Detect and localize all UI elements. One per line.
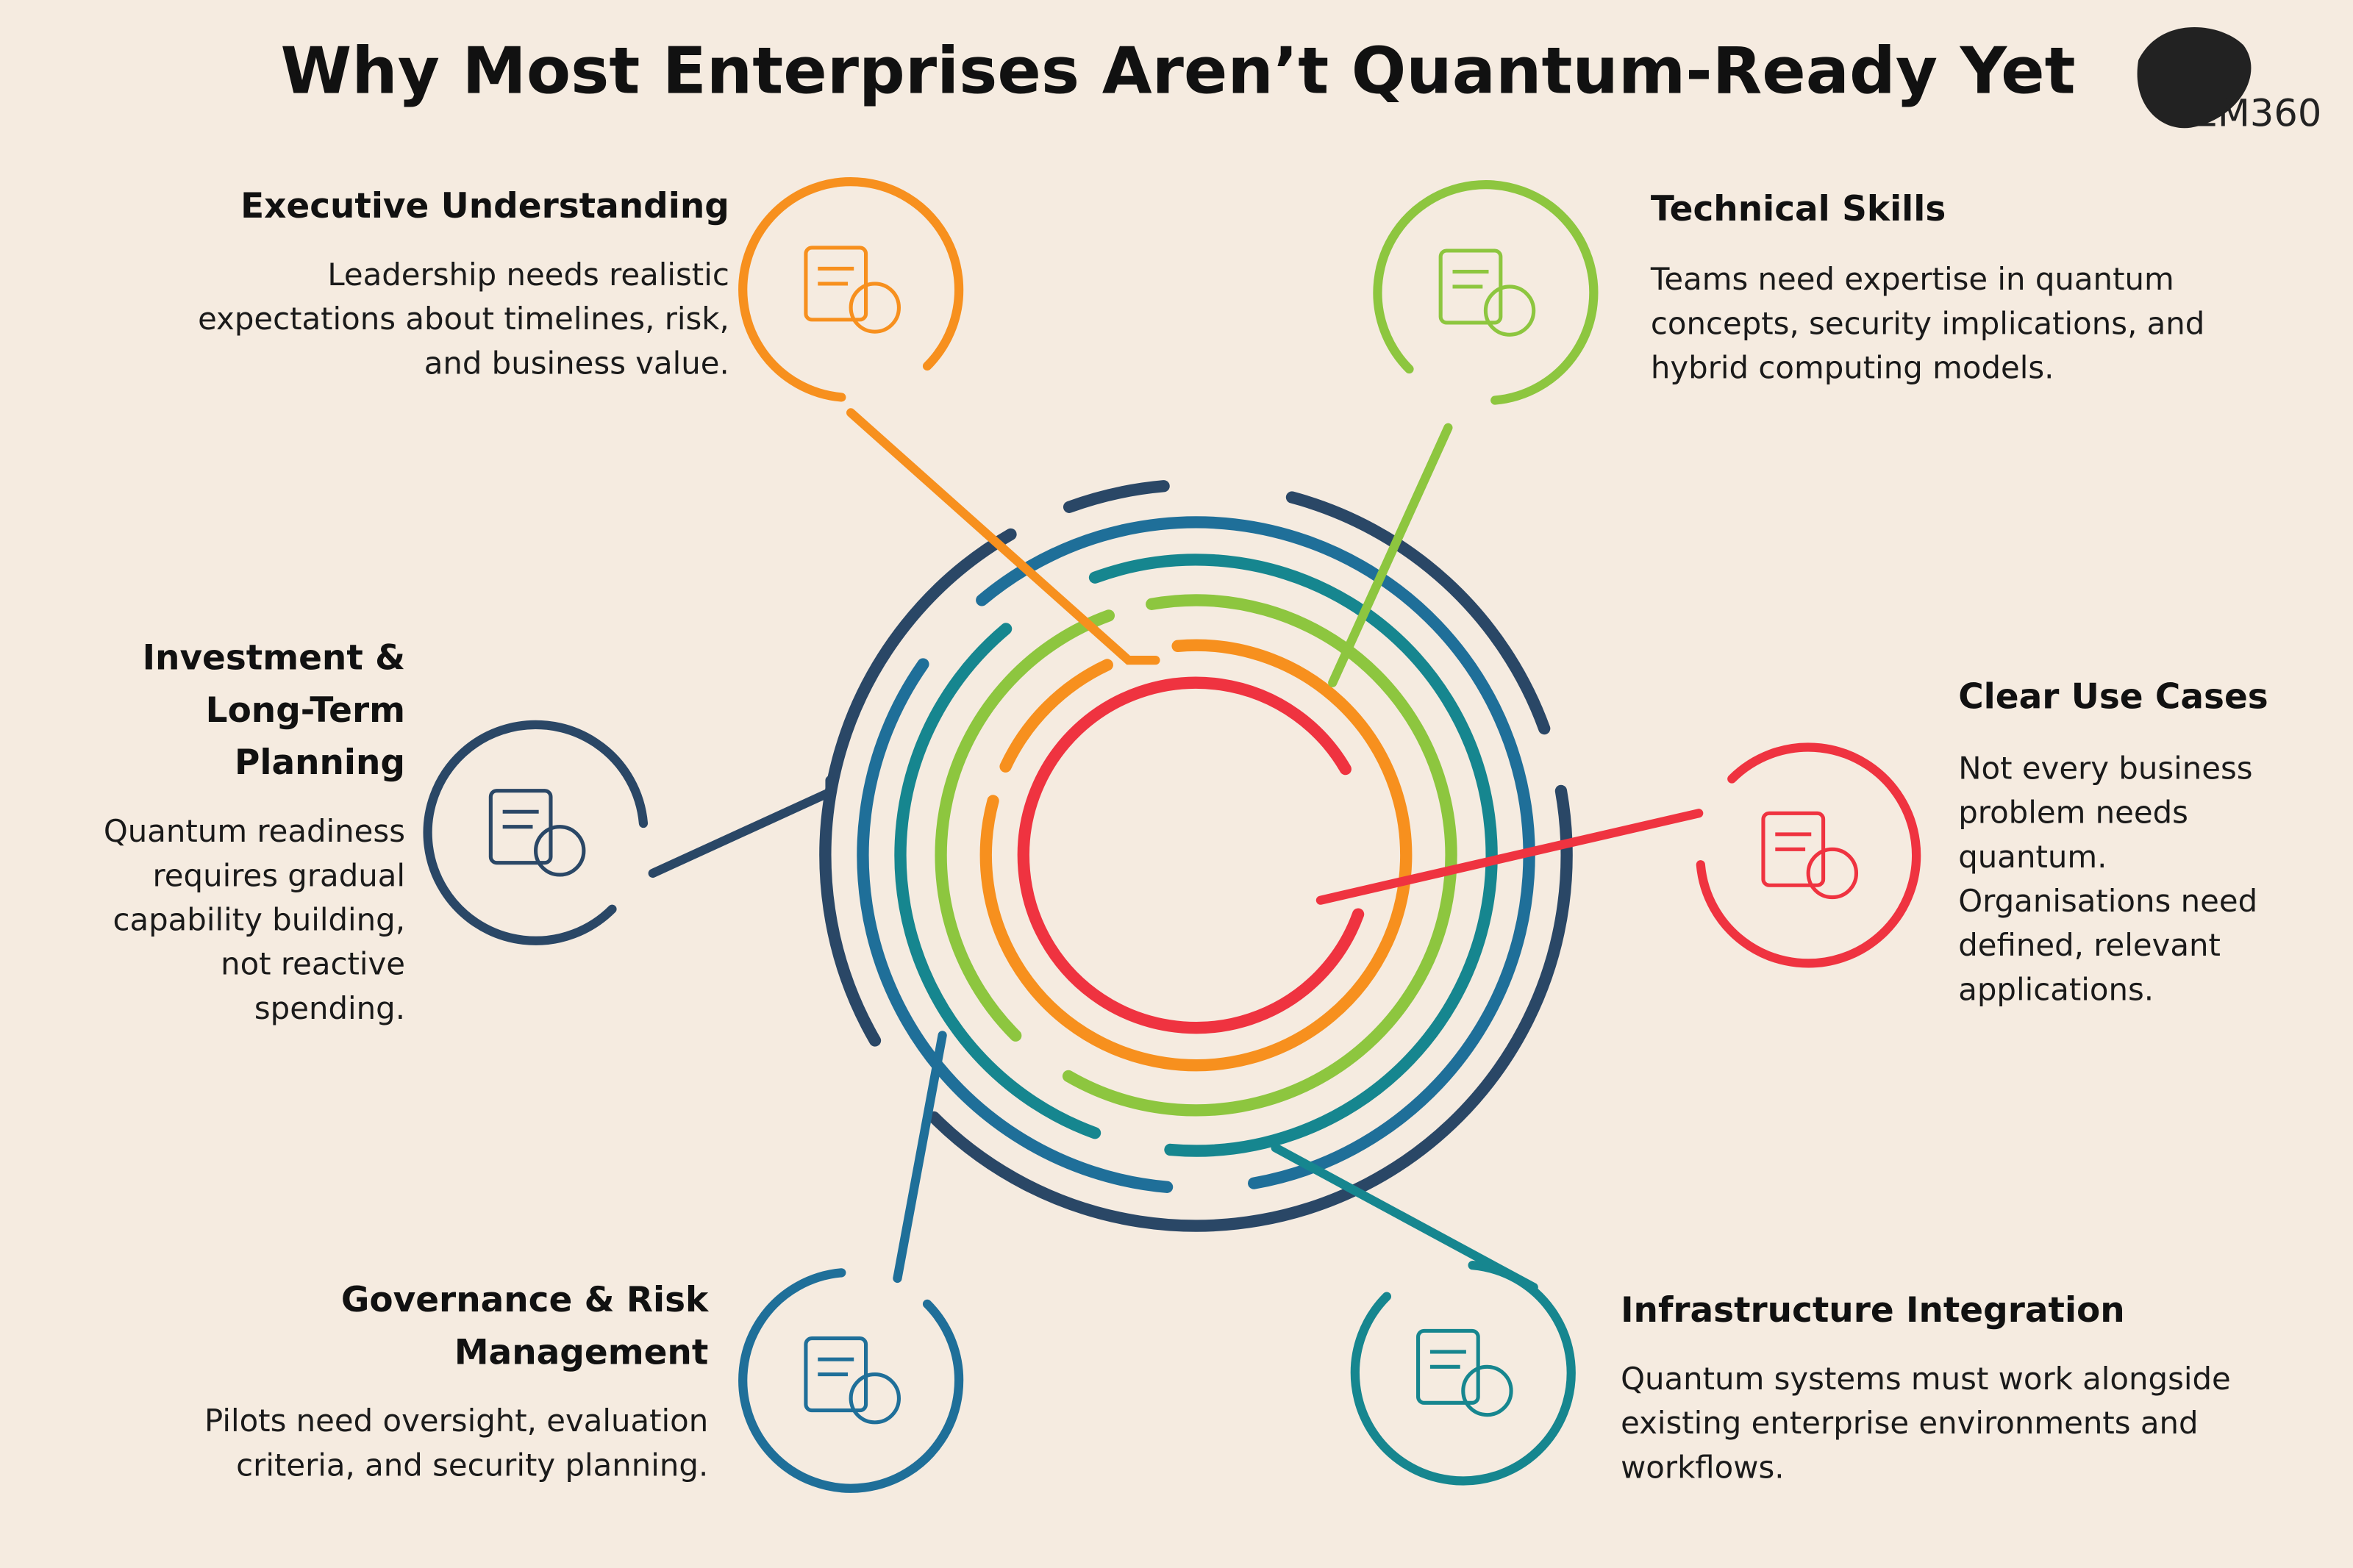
icon-shape	[1483, 284, 1536, 337]
connector	[1315, 809, 1704, 905]
icon	[804, 1336, 901, 1425]
ring-arc	[935, 609, 1115, 1042]
logo-text: EM360	[2194, 93, 2322, 136]
item-body: quantum.	[1958, 839, 2107, 875]
callout: Infrastructure Integration Quantum system…	[1271, 1143, 2231, 1486]
title: Why Most Enterprises Aren’t Quantum-Read…	[281, 34, 2076, 109]
ring-arc	[1062, 594, 1457, 1117]
icon-shape	[849, 1372, 901, 1425]
item-body: Not every business	[1958, 750, 2252, 786]
item-title: Technical Skills	[1651, 189, 1946, 229]
connector	[648, 776, 835, 878]
connector	[893, 1031, 947, 1284]
item-body: Pilots need oversight, evaluation	[204, 1403, 708, 1439]
callout-ring	[423, 720, 649, 945]
item-title: Executive Understanding	[240, 186, 729, 226]
callout: Executive Understanding Leadership needs …	[198, 177, 1160, 665]
ring-arc	[979, 639, 1413, 1072]
ring-arc	[894, 623, 1101, 1139]
item-body: capability building,	[113, 901, 406, 937]
item-title: Planning	[235, 742, 405, 783]
icon	[488, 789, 586, 877]
ring-arc	[927, 784, 1573, 1232]
item-body: Teams need expertise in quantum	[1650, 261, 2174, 297]
connector	[846, 408, 1160, 665]
item-body: existing enterprise environments and	[1621, 1405, 2198, 1441]
callout: Investment & Long-Term Planning Quantum rea…	[104, 637, 835, 1026]
callout: Clear Use Cases Not every business problem…	[1315, 676, 2268, 1007]
callout: Governance & Risk Management Pilots need o…	[204, 1031, 964, 1493]
icon-shape	[849, 282, 901, 334]
icon	[1761, 811, 1859, 900]
ring-arc	[1088, 554, 1498, 1157]
callout-ring	[738, 177, 964, 402]
item-body: hybrid computing models.	[1651, 349, 2054, 385]
item-body: applications.	[1958, 971, 2154, 1007]
icon	[1438, 248, 1536, 337]
item-body: criteria, and security planning.	[236, 1447, 708, 1483]
callout-ring	[1350, 1261, 1576, 1486]
ring-arc	[819, 528, 1017, 1047]
callout-ring	[1696, 742, 1921, 968]
item-body: spending.	[254, 990, 405, 1026]
ring-arc	[1023, 516, 1535, 1189]
item-title: Governance & Risk	[341, 1280, 710, 1320]
item-title: Long-Term	[206, 690, 405, 731]
ring-arc	[999, 659, 1113, 773]
item-title: Management	[454, 1332, 708, 1372]
item-body: Leadership needs realistic	[327, 257, 729, 293]
ring-arc	[1063, 480, 1170, 513]
icon	[804, 246, 901, 334]
ring-arc	[1017, 676, 1365, 1034]
item-body: not reactive	[221, 946, 405, 982]
item-body: Quantum readiness	[104, 813, 405, 849]
ring-arc	[976, 547, 1062, 606]
item-title: Clear Use Cases	[1958, 676, 2268, 717]
callout: Technical Skills Teams need expertise in …	[1328, 180, 2204, 687]
icon-shape	[1806, 847, 1859, 900]
icon-shape	[534, 825, 586, 877]
item-body: problem needs	[1958, 795, 2188, 831]
item-body: workflows.	[1621, 1449, 1784, 1485]
icon	[1416, 1328, 1513, 1417]
item-body: requires gradual	[153, 857, 406, 893]
callout-ring	[1373, 180, 1599, 405]
item-body: concepts, security implications, and	[1651, 305, 2204, 341]
item-body: expectations about timelines, risk,	[198, 301, 729, 337]
item-body: Organisations need	[1958, 883, 2257, 919]
item-body: Quantum systems must work alongside	[1621, 1361, 2231, 1397]
item-title: Infrastructure Integration	[1621, 1290, 2125, 1331]
callout-ring	[738, 1268, 964, 1493]
connector	[1271, 1143, 1538, 1292]
ring-arc	[857, 658, 1174, 1193]
item-title: Investment &	[143, 637, 405, 678]
logo: EM360	[2137, 27, 2322, 136]
ring-arc	[1285, 491, 1551, 735]
item-body: and business value.	[424, 345, 729, 381]
connector	[1328, 423, 1453, 687]
icon-shape	[1461, 1364, 1513, 1417]
item-body: defined, relevant	[1958, 927, 2221, 963]
